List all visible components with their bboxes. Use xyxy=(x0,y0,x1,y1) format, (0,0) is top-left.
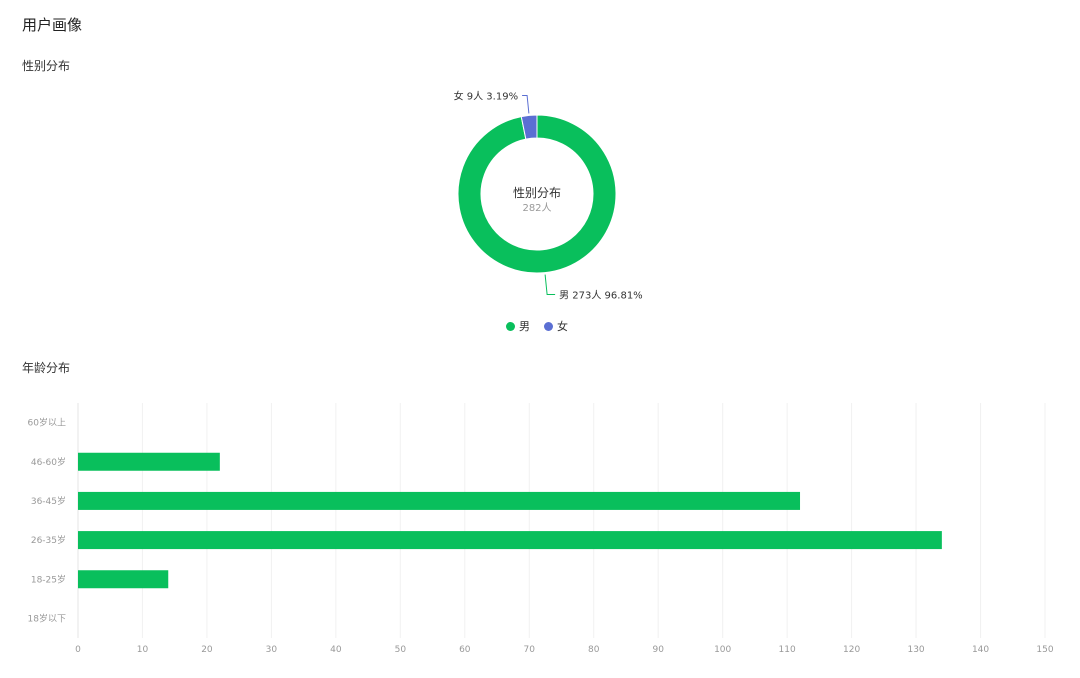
x-tick-label: 120 xyxy=(843,645,860,655)
legend-item-female[interactable]: 女 xyxy=(544,318,568,334)
gender-section-title: 性别分布 xyxy=(22,59,71,73)
y-tick-label: 36-45岁 xyxy=(31,495,66,507)
donut-center-subtitle: 282人 xyxy=(522,202,551,214)
x-tick-label: 80 xyxy=(588,645,600,655)
legend-label-female: 女 xyxy=(557,320,568,333)
y-tick-label: 26-35岁 xyxy=(31,534,66,546)
age-section-title: 年龄分布 xyxy=(22,361,71,375)
bar-36-45岁[interactable] xyxy=(78,491,801,510)
page-title: 用户画像 xyxy=(22,16,83,34)
legend-dot-female xyxy=(544,321,553,331)
donut-slice-female[interactable] xyxy=(520,114,538,140)
x-tick-label: 90 xyxy=(652,645,664,655)
donut-leader-male xyxy=(544,274,556,295)
bar-18-25岁[interactable] xyxy=(78,570,169,589)
x-tick-label: 110 xyxy=(779,645,796,655)
x-tick-label: 130 xyxy=(907,645,924,655)
bar-26-35岁[interactable] xyxy=(78,531,942,550)
bar-46-60岁[interactable] xyxy=(78,452,220,471)
donut-slice-male[interactable] xyxy=(457,114,617,274)
x-tick-label: 10 xyxy=(137,645,149,655)
legend-label-male: 男 xyxy=(519,320,530,333)
y-tick-label: 46-60岁 xyxy=(31,456,66,468)
x-tick-label: 140 xyxy=(972,645,989,655)
x-tick-label: 100 xyxy=(714,645,731,655)
x-tick-label: 20 xyxy=(201,645,213,655)
donut-label-male: 男 273人 96.81% xyxy=(559,289,643,301)
gender-legend: 男 女 xyxy=(506,318,568,334)
x-tick-label: 150 xyxy=(1036,645,1053,655)
x-tick-label: 50 xyxy=(395,645,407,655)
donut-leader-female xyxy=(522,94,530,114)
x-tick-label: 30 xyxy=(266,645,278,655)
donut-center-title: 性别分布 xyxy=(513,186,561,200)
legend-dot-male xyxy=(506,321,515,331)
donut-label-female: 女 9人 3.19% xyxy=(454,89,519,102)
x-tick-label: 0 xyxy=(75,645,81,655)
legend-item-male[interactable]: 男 xyxy=(506,318,530,334)
y-tick-label: 60岁以上 xyxy=(28,417,66,429)
x-tick-label: 40 xyxy=(330,645,342,655)
y-tick-label: 18-25岁 xyxy=(31,573,66,585)
gender-donut-chart: 男 273人 96.81% 女 9人 3.19% 性别分布 282人 xyxy=(454,89,643,301)
y-tick-label: 18岁以下 xyxy=(28,612,66,624)
x-tick-label: 60 xyxy=(459,645,471,655)
x-tick-label: 70 xyxy=(524,645,536,655)
